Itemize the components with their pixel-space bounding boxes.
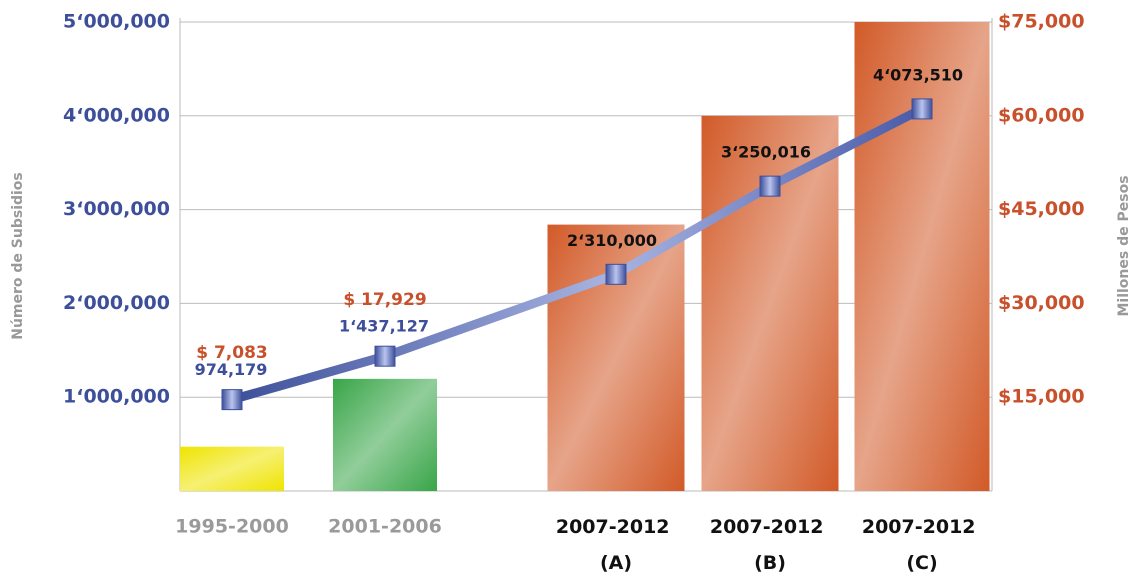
x-tick-label: 2007-2012 (C) xyxy=(862,516,982,574)
x-tick-label: 2001-2006 xyxy=(328,516,442,538)
line-marker xyxy=(221,389,243,411)
x-tick-label: 2007-2012 (B) xyxy=(710,516,830,574)
y-tick-label: 1‘000,000 xyxy=(63,386,170,408)
y-tick-label: 2‘000,000 xyxy=(63,292,170,314)
line-marker xyxy=(374,345,396,367)
line-marker xyxy=(759,175,781,197)
y2-tick-label: $45,000 xyxy=(998,198,1085,220)
bar-value-label: $ 17,929 xyxy=(343,290,426,310)
line-value-label: 1‘437,127 xyxy=(339,317,429,336)
y2-axis-title: Millones de Pesos xyxy=(1116,175,1132,316)
x-tick-label: 2007-2012 (A) xyxy=(556,516,676,574)
y-axis-title: Número de Subsidios xyxy=(10,172,26,340)
x-tick-label: 1995-2000 xyxy=(175,516,289,538)
bar-shine xyxy=(180,446,284,491)
line-marker xyxy=(605,263,627,285)
y2-tick-label: $60,000 xyxy=(998,104,1085,126)
line-value-label: 3‘250,016 xyxy=(721,143,811,162)
line-value-label: 4‘073,510 xyxy=(873,65,963,84)
line-marker xyxy=(911,98,933,120)
y-tick-label: 4‘000,000 xyxy=(63,104,170,126)
y2-tick-label: $15,000 xyxy=(998,386,1085,408)
bar-shine xyxy=(333,378,437,491)
bar-shine xyxy=(701,115,839,492)
bar-shine xyxy=(854,22,990,491)
y2-tick-label: $75,000 xyxy=(998,11,1085,33)
bar-value-label: $ 7,083 xyxy=(196,343,268,363)
line-value-label: 2‘310,000 xyxy=(567,231,657,250)
y-tick-label: 5‘000,000 xyxy=(63,11,170,33)
y-tick-label: 3‘000,000 xyxy=(63,198,170,220)
y2-tick-label: $30,000 xyxy=(998,292,1085,314)
line-value-label: 974,179 xyxy=(195,360,268,379)
